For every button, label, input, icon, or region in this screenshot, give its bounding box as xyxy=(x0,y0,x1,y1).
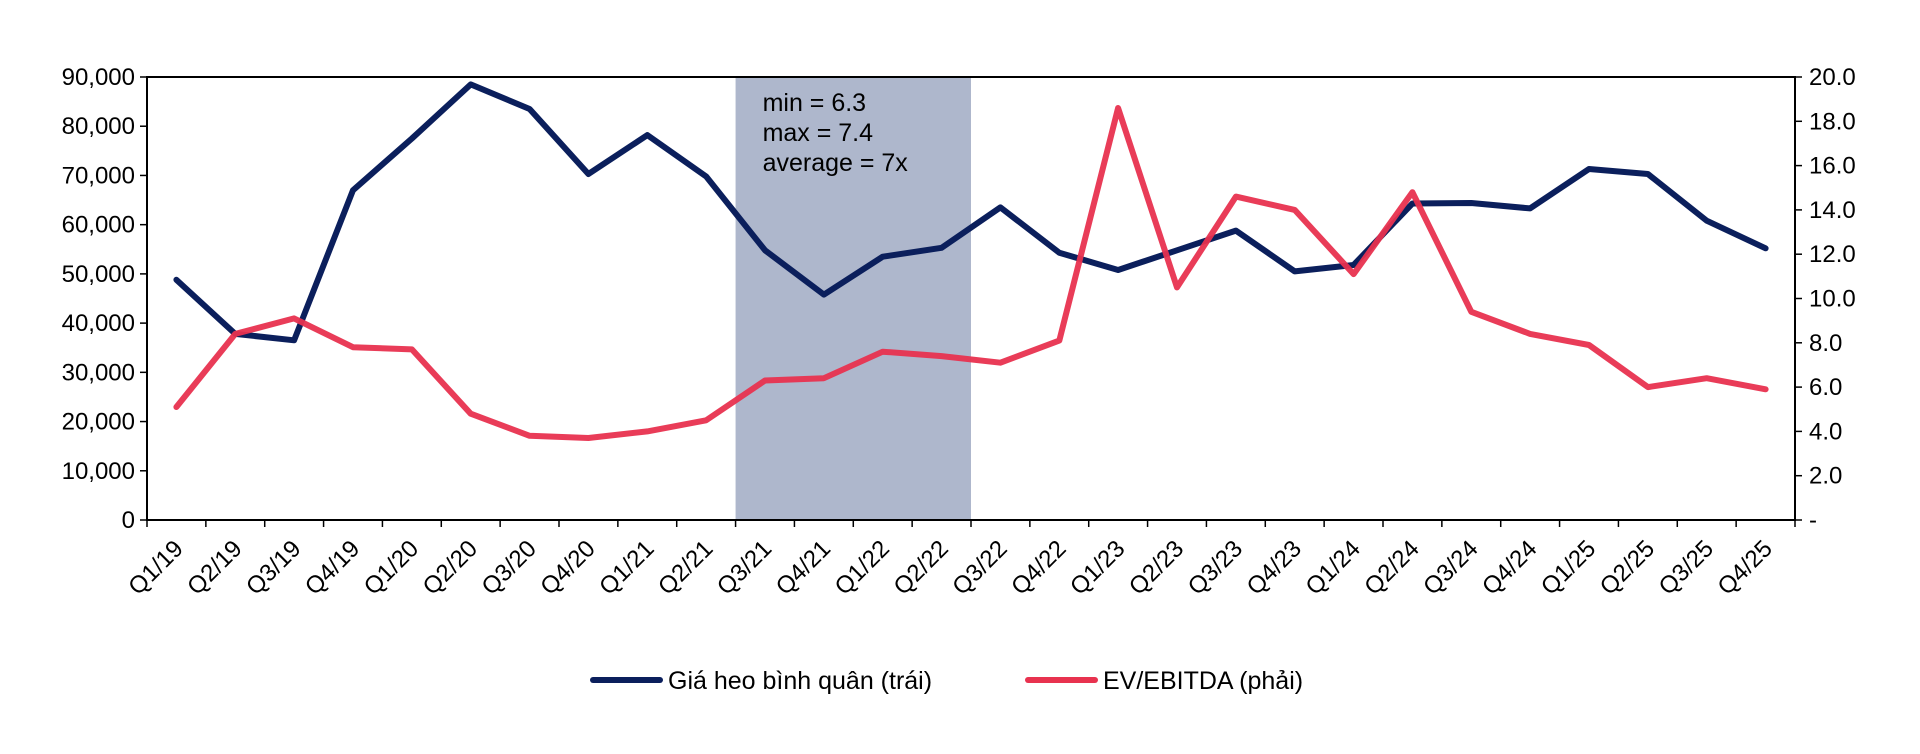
x-tick-label: Q4/22 xyxy=(1006,535,1071,600)
x-tick-label: Q1/23 xyxy=(1065,535,1130,600)
x-tick-label: Q3/20 xyxy=(476,535,541,600)
series-lines xyxy=(173,81,1769,441)
left-tick-label: 40,000 xyxy=(62,310,135,337)
left-tick-label: 20,000 xyxy=(62,409,135,436)
right-tick-label: 4.0 xyxy=(1809,418,1842,445)
right-tick-label: 8.0 xyxy=(1809,330,1842,357)
x-tick-label: Q2/25 xyxy=(1595,535,1660,600)
x-tick-label: Q4/24 xyxy=(1477,535,1542,600)
annotation-line: max = 7.4 xyxy=(763,119,874,147)
x-tick-label: Q2/23 xyxy=(1124,535,1189,600)
highlight-region xyxy=(735,77,971,520)
x-tick-label: Q4/20 xyxy=(535,535,600,600)
legend: Giá heo bình quân (trái) EV/EBITDA (phải) xyxy=(590,667,1303,695)
x-tick-label: Q3/22 xyxy=(947,535,1012,600)
x-tick-label: Q1/20 xyxy=(359,535,424,600)
left-tick-label: 10,000 xyxy=(62,458,135,485)
right-tick-label: 2.0 xyxy=(1809,463,1842,490)
x-tick-label: Q3/25 xyxy=(1654,535,1719,600)
legend-label-ev-ebitda: EV/EBITDA (phải) xyxy=(1103,667,1303,695)
x-axis: Q1/19Q2/19Q3/19Q4/19Q1/20Q2/20Q3/20Q4/20… xyxy=(123,520,1796,600)
annotation-line: min = 6.3 xyxy=(763,89,867,117)
x-tick-label: Q4/23 xyxy=(1242,535,1307,600)
right-tick-label: - xyxy=(1809,507,1817,534)
right-tick-label: 14.0 xyxy=(1809,197,1856,224)
x-tick-label: Q1/24 xyxy=(1300,535,1365,600)
series-line-pig-price xyxy=(173,81,1769,344)
right-tick-label: 20.0 xyxy=(1809,64,1856,91)
left-tick-label: 50,000 xyxy=(62,261,135,288)
x-tick-label: Q4/25 xyxy=(1712,535,1777,600)
left-tick-label: 0 xyxy=(122,507,135,534)
x-tick-label: Q2/22 xyxy=(888,535,953,600)
right-axis: - 2.0 4.0 6.0 8.0 10.0 12.0 14.0 16.0 18.0 20.0 xyxy=(1795,64,1856,534)
x-tick-label: Q1/19 xyxy=(123,535,188,600)
x-tick-label: Q2/21 xyxy=(653,535,718,600)
left-tick-label: 30,000 xyxy=(62,359,135,386)
series-line-ev-ebitda xyxy=(173,105,1769,441)
left-tick-label: 80,000 xyxy=(62,113,135,140)
left-tick-label: 90,000 xyxy=(62,64,135,91)
right-tick-label: 6.0 xyxy=(1809,374,1842,401)
x-tick-label: Q4/19 xyxy=(300,535,365,600)
highlight-band xyxy=(735,77,971,520)
x-tick-label: Q2/20 xyxy=(418,535,483,600)
right-tick-label: 18.0 xyxy=(1809,108,1856,135)
x-tick-label: Q3/19 xyxy=(241,535,306,600)
x-tick-label: Q2/24 xyxy=(1359,535,1424,600)
x-tick-label: Q1/25 xyxy=(1536,535,1601,600)
x-tick-label: Q3/24 xyxy=(1418,535,1483,600)
x-tick-label: Q1/22 xyxy=(830,535,895,600)
left-tick-label: 60,000 xyxy=(62,212,135,239)
annotation-line: average = 7x xyxy=(763,149,909,177)
left-tick-label: 70,000 xyxy=(62,162,135,189)
x-tick-label: Q1/21 xyxy=(594,535,659,600)
right-tick-label: 16.0 xyxy=(1809,153,1856,180)
x-tick-label: Q2/19 xyxy=(182,535,247,600)
right-tick-label: 12.0 xyxy=(1809,241,1856,268)
x-tick-label: Q4/21 xyxy=(771,535,836,600)
x-tick-label: Q3/21 xyxy=(712,535,777,600)
legend-label-pig-price: Giá heo bình quân (trái) xyxy=(668,667,932,695)
x-tick-label: Q3/23 xyxy=(1183,535,1248,600)
left-axis: 0 10,000 20,000 30,000 40,000 50,000 60,000 70,… xyxy=(62,64,147,534)
right-tick-label: 10.0 xyxy=(1809,286,1856,313)
